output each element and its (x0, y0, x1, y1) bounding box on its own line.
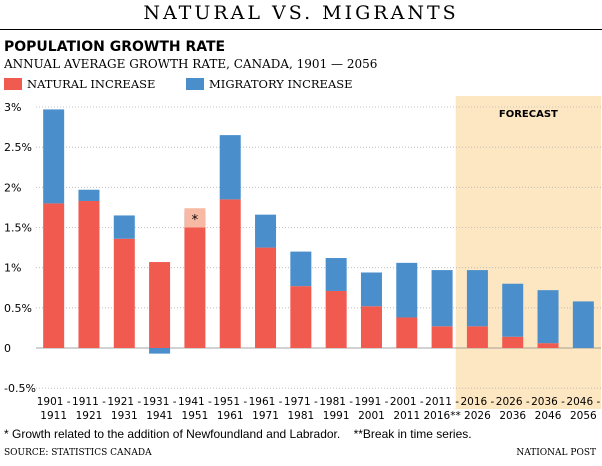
bar-migratory (325, 258, 347, 291)
legend-swatch-migratory (186, 78, 204, 90)
bar-migratory (431, 270, 453, 327)
bar-natural (149, 262, 171, 348)
forecast-background (455, 96, 601, 409)
bar-natural (396, 317, 418, 348)
x-tick-label: 1931 -1941 (143, 396, 177, 422)
bar-natural (290, 286, 312, 348)
bar-migratory (78, 189, 100, 201)
title-divider (0, 29, 602, 30)
publisher-credit: NATIONAL POST (516, 448, 596, 458)
grid: 3% 2.5% 2% 1.5% 1% 0.5% 0 -0.5% (4, 101, 601, 395)
bar-migratory (149, 348, 171, 354)
bar-migratory (537, 290, 559, 344)
forecast-region: FORECAST (455, 96, 601, 409)
bar-natural (431, 326, 453, 348)
forecast-label: FORECAST (499, 109, 558, 120)
bar-natural (325, 290, 347, 348)
bar-migratory (502, 283, 524, 337)
bar-migratory (360, 272, 382, 307)
page-title: NATURAL VS. MIGRANTS (143, 2, 459, 24)
y-tick-label: 2% (4, 181, 21, 194)
chart-description: ANNUAL AVERAGE GROWTH RATE, CANADA, 1901… (4, 57, 378, 71)
bar-natural (219, 199, 241, 348)
bar-natural (360, 306, 382, 348)
bar-migratory (396, 262, 418, 318)
bar-migratory (466, 270, 488, 327)
y-tick-label: -0.5% (4, 382, 36, 395)
x-tick-label: 2016 -2026 (460, 396, 494, 422)
x-tick-label: 2001 -2011 (390, 396, 424, 422)
x-tick-label: 2036 -2046 (531, 396, 565, 422)
x-tick-label: 1991 -2001 (355, 396, 389, 422)
bar-newfoundland (184, 208, 206, 228)
x-tick-label: 1961 -1971 (249, 396, 283, 422)
legend-swatch-natural (4, 78, 22, 90)
legend-item-natural: NATURAL INCREASE (4, 77, 155, 91)
x-tick-label: 1921 -1931 (107, 396, 141, 422)
x-tick-label: 1981 -1991 (319, 396, 353, 422)
bar-natural (537, 343, 559, 348)
bar-migratory (219, 135, 241, 200)
bar-natural (113, 238, 135, 348)
legend-item-migratory: MIGRATORY INCREASE (186, 77, 353, 91)
bar-migratory (255, 214, 277, 248)
bar-natural (184, 227, 206, 348)
y-tick-label: 0 (4, 342, 11, 355)
bars: * (43, 109, 594, 354)
bar-natural (255, 247, 277, 348)
x-tick-label: 2026 -2036 (496, 396, 530, 422)
y-tick-label: 1% (4, 262, 21, 275)
y-tick-label: 3% (4, 101, 21, 114)
bar-migratory (290, 251, 312, 287)
y-tick-label: 2.5% (4, 141, 32, 154)
bar-migratory (113, 215, 135, 239)
chart-subtitle: POPULATION GROWTH RATE (4, 39, 226, 55)
bar-natural (466, 326, 488, 348)
y-tick-label: 1.5% (4, 222, 32, 235)
bar-natural (502, 336, 524, 348)
x-tick-label: 1941 -1951 (178, 396, 212, 422)
bar-migratory (572, 301, 594, 348)
legend-label-natural: NATURAL INCREASE (27, 77, 156, 91)
x-tick-label: 1951 -1961 (213, 396, 247, 422)
bar-natural (78, 200, 100, 348)
legend-label-migratory: MIGRATORY INCREASE (209, 77, 353, 91)
x-tick-label: 1971 -1981 (284, 396, 318, 422)
y-tick-label: 0.5% (4, 302, 32, 315)
x-tick-label: 2011 -2016** (423, 396, 460, 422)
x-tick-label: 1901 -1911 (37, 396, 71, 422)
population-growth-chart: FORECAST 3% 2.5% 2% 1.5% 1% 0.5% 0 -0.5% * 1901… (4, 96, 601, 422)
x-tick-label: 1911 -1921 (72, 396, 106, 422)
bar-migratory (43, 109, 65, 204)
footnote: * Growth related to the addition of Newf… (4, 427, 472, 441)
source-note: SOURCE: STATISTICS CANADA (4, 448, 152, 458)
bar-natural (43, 203, 65, 348)
newfoundland-asterisk: * (192, 213, 199, 228)
x-tick-label: 2046 -2056 (566, 396, 600, 422)
